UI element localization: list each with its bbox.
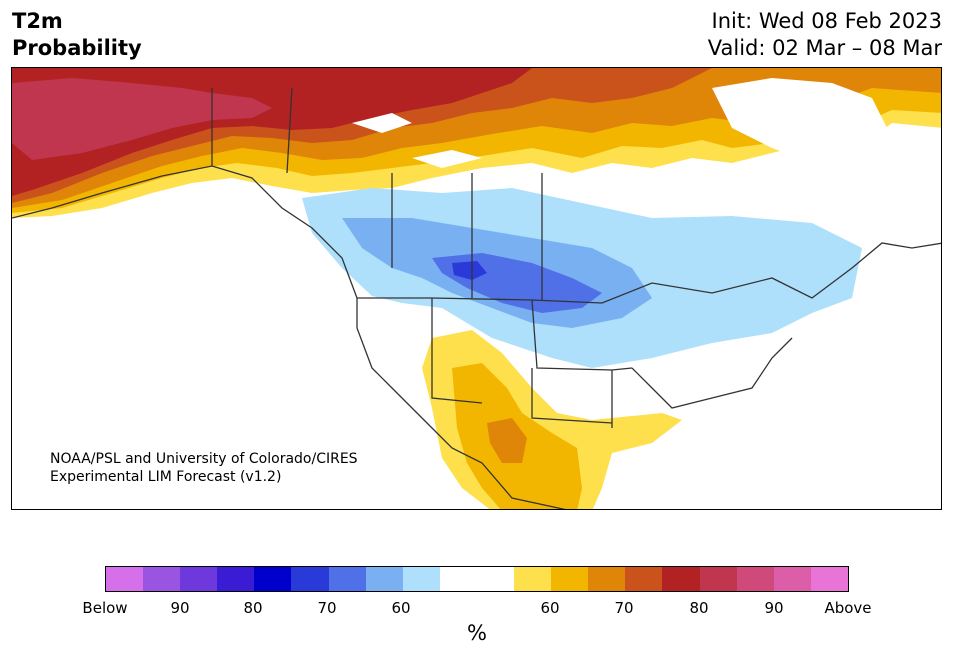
colorbar-tick-label: 80: [689, 599, 709, 617]
credit-line-2: Experimental LIM Forecast (v1.2): [50, 469, 282, 485]
credit-line-1: NOAA/PSL and University of Colorado/CIRE…: [50, 451, 358, 467]
colorbar: [105, 566, 849, 592]
north-lake-patch: [352, 113, 412, 133]
forecast-dates: Init: Wed 08 Feb 2023 Valid: 02 Mar – 08…: [708, 8, 942, 62]
colorbar-segment: [143, 567, 181, 591]
colorbar-tick-label: 90: [170, 599, 190, 617]
colorbar-tick-label: 70: [317, 599, 337, 617]
map-title: T2m Probability: [12, 9, 142, 60]
colorbar-segment: [402, 567, 440, 591]
colorbar-tick-label: Below: [82, 599, 128, 617]
colorbar-segment: [588, 567, 626, 591]
map-credit: NOAA/PSL and University of Colorado/CIRE…: [50, 450, 358, 486]
valid-range: Valid: 02 Mar – 08 Mar: [707, 36, 942, 60]
above-south-70: [487, 418, 527, 463]
colorbar-segment: [180, 567, 218, 591]
colorbar-tick-label: 90: [764, 599, 784, 617]
colorbar-segment: [291, 567, 329, 591]
colorbar-segment: [736, 567, 774, 591]
borders: [12, 87, 941, 509]
hudson-bay-patch: [712, 78, 892, 168]
colorbar-tick-label: Above: [824, 599, 872, 617]
map-svg: [12, 68, 941, 509]
colorbar-segment: [551, 567, 589, 591]
init-date: Init: Wed 08 Feb 2023: [711, 9, 942, 33]
colorbar-segment: [699, 567, 737, 591]
colorbar-segment: [662, 567, 700, 591]
colorbar-segment: [217, 567, 255, 591]
north-lake-patch-2: [412, 150, 482, 168]
colorbar-segment: [514, 567, 552, 591]
colorbar-segment: [476, 567, 515, 591]
colorbar-segment: [365, 567, 403, 591]
probability-map: NOAA/PSL and University of Colorado/CIRE…: [11, 67, 942, 510]
colorbar-tick-label: 60: [540, 599, 560, 617]
colorbar-segment: [254, 567, 292, 591]
colorbar-tick-label: 70: [614, 599, 634, 617]
colorbar-tick-label: 60: [391, 599, 411, 617]
colorbar-segment: [625, 567, 663, 591]
below-75-region: [452, 261, 487, 280]
colorbar-segment: [106, 567, 144, 591]
colorbar-segment: [328, 567, 366, 591]
colorbar-tick-label: 80: [243, 599, 263, 617]
colorbar-segment: [810, 567, 848, 591]
colorbar-unit: %: [467, 621, 487, 645]
colorbar-segment: [773, 567, 811, 591]
above-85-region: [12, 78, 272, 160]
colorbar-segment: [439, 567, 477, 591]
